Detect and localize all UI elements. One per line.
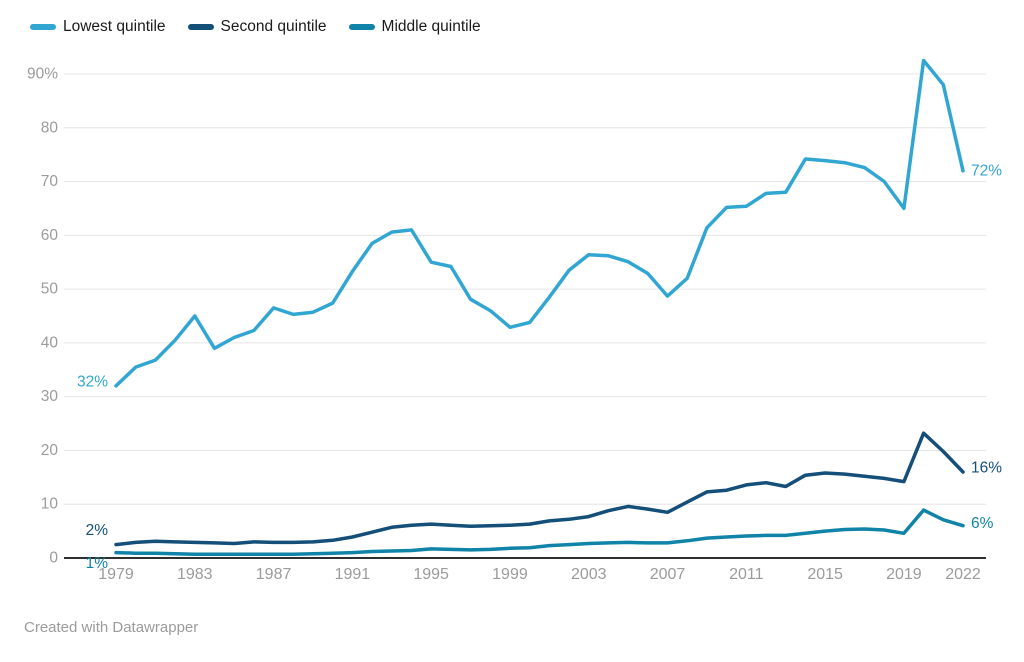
x-axis-tick-label: 1979 (98, 566, 134, 583)
y-axis-tick-label: 10 (41, 496, 59, 513)
legend-label-lowest-quintile: Lowest quintile (63, 18, 166, 35)
legend-item-second-quintile: Second quintile (187, 18, 327, 35)
line-middle-quintile (114, 508, 965, 556)
y-axis-tick-label: 20 (41, 442, 59, 459)
legend-label-second-quintile: Second quintile (220, 18, 327, 35)
datawrapper-credit: Created with Datawrapper (24, 619, 199, 636)
y-axis-tick-label: 40 (41, 334, 59, 351)
end-value-label: 6% (971, 515, 994, 532)
y-axis-tick-label: 70 (41, 173, 59, 190)
line-lowest-quintile (114, 58, 965, 388)
legend-item-middle-quintile: Middle quintile (348, 18, 481, 35)
y-axis-tick-label: 0 (49, 550, 58, 567)
y-axis-tick-label: 60 (41, 227, 59, 244)
legend: Lowest quintile Second quintile Middle q… (30, 19, 481, 35)
legend-item-lowest-quintile: Lowest quintile (30, 19, 166, 35)
x-axis-tick-label: 1987 (256, 566, 292, 583)
y-axis-tick-label: 30 (41, 388, 59, 405)
x-axis-tick-label: 1995 (413, 566, 449, 583)
x-axis-tick-label: 2015 (807, 566, 843, 583)
x-axis-tick-label: 2011 (729, 566, 764, 583)
line-second-quintile (114, 431, 965, 547)
x-axis-tick-label: 1991 (335, 566, 371, 583)
x-axis-tick-label: 2003 (571, 566, 607, 583)
x-axis-tick-label: 1999 (492, 566, 528, 583)
legend-label-middle-quintile: Middle quintile (381, 18, 481, 35)
x-axis-tick-label: 1983 (177, 566, 213, 583)
x-axis-tick-label: 2022 (945, 566, 981, 583)
start-value-label: 1% (86, 555, 109, 572)
end-value-label: 16% (971, 459, 1002, 476)
start-value-label: 2% (86, 522, 109, 539)
end-value-label: 72% (971, 162, 1002, 179)
x-axis-tick-label: 2019 (886, 566, 922, 583)
y-axis-tick-label: 80 (41, 119, 59, 136)
legend-swatch-second-quintile (187, 23, 214, 30)
start-value-label: 32% (77, 373, 108, 390)
y-axis-tick-label: 50 (41, 281, 59, 298)
legend-swatch-middle-quintile (348, 23, 375, 30)
legend-swatch-lowest-quintile (30, 23, 56, 30)
y-axis-tick-label: 90% (27, 65, 58, 82)
x-axis-tick-label: 2007 (650, 566, 686, 583)
